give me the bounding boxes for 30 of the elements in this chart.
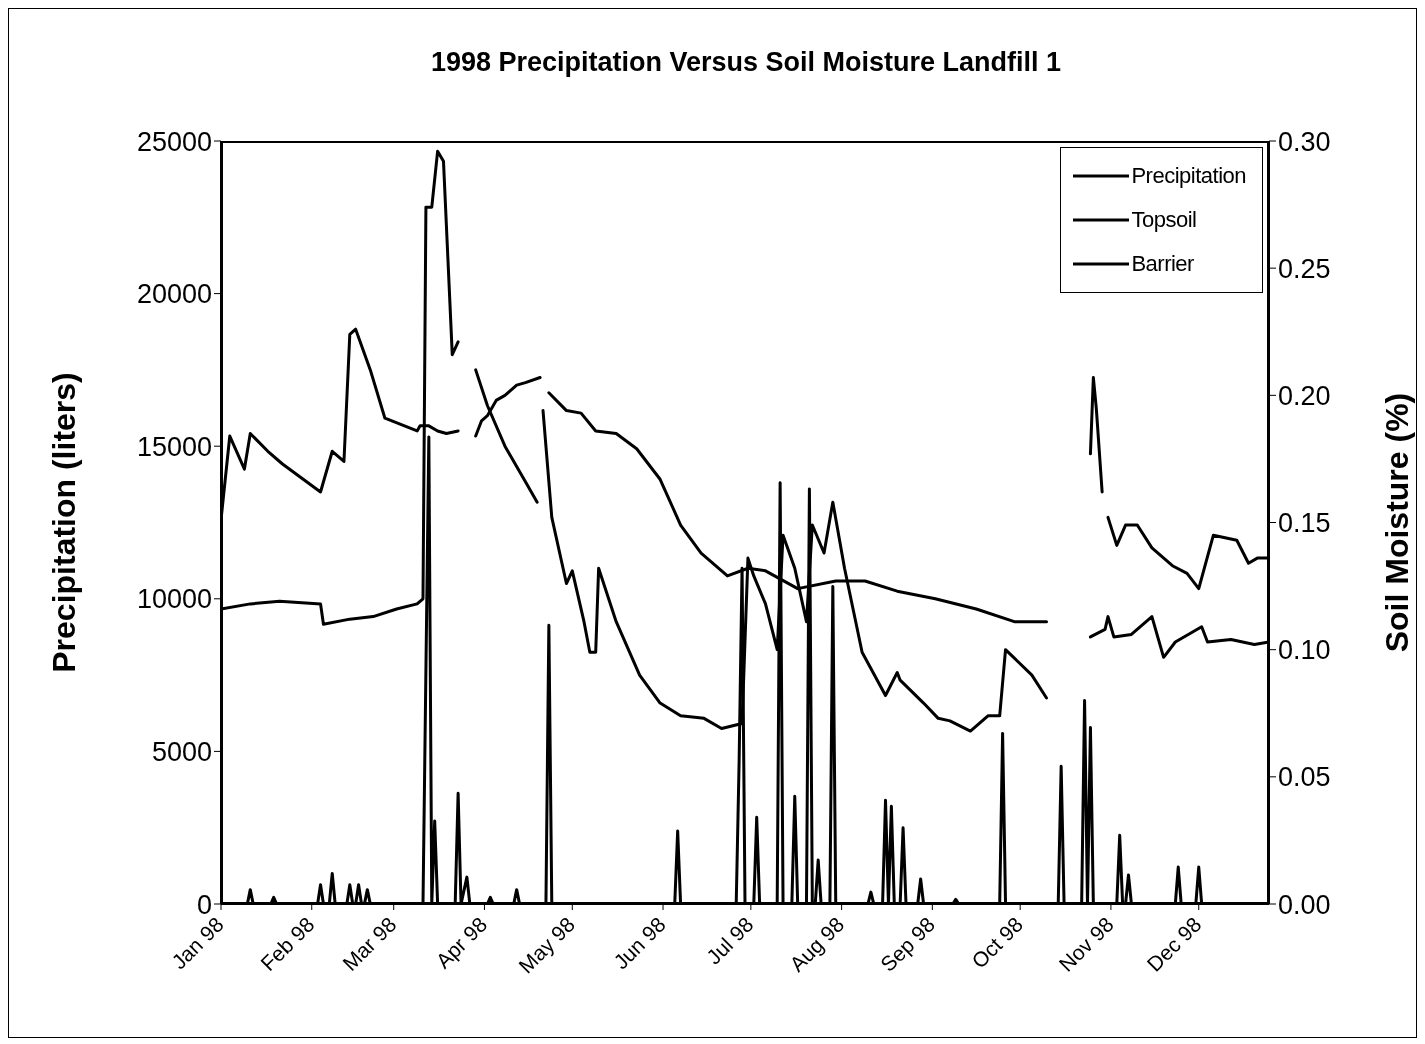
y2-tick-label: 0.00 [1278, 889, 1331, 920]
y2-axis-title: Soil Moisture (%) [1379, 392, 1416, 653]
x-tick-label: Sep 98 [875, 912, 940, 976]
y2-tick-label: 0.05 [1278, 762, 1331, 793]
x-tick-label: Feb 98 [256, 912, 319, 976]
y-tick-label: 25000 [136, 126, 212, 157]
x-tick-label: Jun 98 [609, 912, 670, 974]
x-tick-label: May 98 [514, 912, 580, 978]
y-tick-label: 5000 [151, 736, 212, 767]
y-tick-label: 10000 [136, 584, 212, 615]
y2-tick-label: 0.15 [1278, 508, 1331, 539]
x-tick-label: Oct 98 [966, 912, 1027, 973]
y-tick-label: 20000 [136, 279, 212, 310]
legend-label: Barrier [1131, 251, 1194, 277]
y2-tick-label: 0.20 [1278, 380, 1331, 411]
y-tick-label: 15000 [136, 431, 212, 462]
x-tick-label: Nov 98 [1054, 912, 1118, 976]
x-tick-label: Dec 98 [1142, 912, 1206, 976]
legend-label: Precipitation [1131, 163, 1246, 189]
y2-tick-label: 0.30 [1278, 126, 1331, 157]
x-tick-label: Apr 98 [431, 912, 492, 973]
x-tick-label: Mar 98 [338, 912, 401, 976]
y-tick-label: 0 [196, 889, 212, 920]
legend-label: Topsoil [1131, 207, 1197, 233]
y-axis-title: Precipitation (liters) [46, 372, 83, 673]
y2-tick-label: 0.25 [1278, 253, 1331, 284]
y2-tick-label: 0.10 [1278, 635, 1331, 666]
x-tick-label: Jul 98 [701, 912, 758, 969]
x-tick-label: Aug 98 [785, 912, 849, 976]
chart-title: 1998 Precipitation Versus Soil Moisture Landfill 1 [429, 47, 1063, 78]
